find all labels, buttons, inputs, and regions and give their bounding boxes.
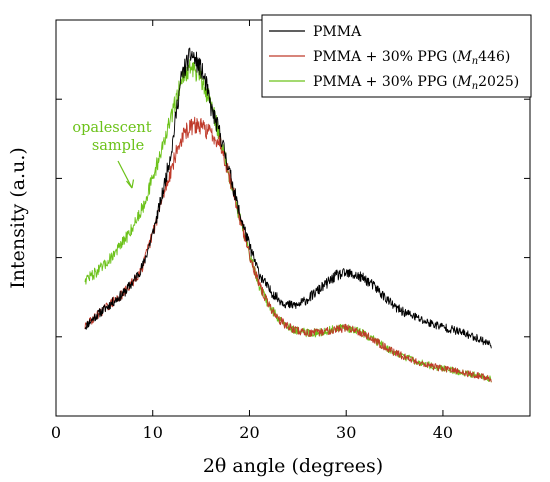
y-axis-ticks — [56, 19, 530, 338]
series-pmma — [84, 47, 492, 349]
annotation-arrow-shaft — [117, 160, 133, 189]
series-ppg2025 — [84, 59, 492, 383]
y-axis-title: Intensity (a.u.) — [7, 147, 29, 289]
legend-label-pmma: PMMA — [313, 24, 362, 40]
annotation: opalescent sample — [72, 120, 152, 189]
legend-label-ppg2025: PMMA + 30% PPG (Mn2025) — [313, 74, 519, 92]
x-axis-title: 2θ angle (degrees) — [203, 455, 383, 477]
annotation-line-1: opalescent — [72, 120, 151, 136]
annotation-arrow-head — [126, 179, 135, 189]
x-tick-label: 0 — [51, 423, 61, 442]
x-tick-label: 10 — [143, 423, 163, 442]
legend: PMMA PMMA + 30% PPG (Mn446) PMMA + 30% P… — [261, 14, 532, 98]
legend-label-ppg446: PMMA + 30% PPG (Mn446) — [313, 49, 510, 67]
series-layer — [84, 47, 492, 383]
x-tick-label: 40 — [433, 423, 453, 442]
legend-box — [261, 14, 532, 98]
series-ppg446 — [84, 116, 492, 383]
x-tick-label: 20 — [239, 423, 259, 442]
x-tick-label: 30 — [336, 423, 356, 442]
annotation-line-2: sample — [92, 138, 144, 154]
